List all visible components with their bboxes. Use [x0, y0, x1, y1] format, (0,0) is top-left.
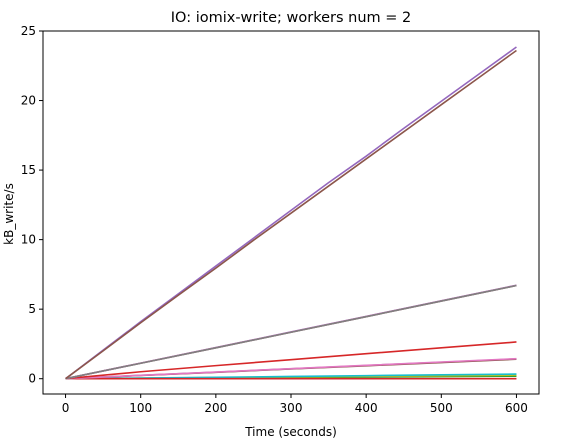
- series-line-14: [65, 49, 517, 380]
- y-axis: 0 5 10 15 20 25: [21, 24, 43, 386]
- y-tick-label: 20: [21, 94, 36, 108]
- plot-frame: [42, 30, 540, 395]
- y-axis-title: kB_write/s: [2, 183, 16, 245]
- x-tick-label: 600: [505, 401, 528, 415]
- series-line-8: [65, 341, 517, 380]
- chart-title: IO: iomix-write; workers num = 2: [171, 10, 411, 26]
- y-tick-label: 5: [28, 302, 36, 316]
- y-tick-label: 25: [21, 24, 36, 38]
- y-tick-label: 0: [28, 372, 36, 386]
- x-tick-label: 500: [430, 401, 453, 415]
- plot-area: [65, 46, 517, 380]
- series-line-13: [65, 46, 517, 380]
- x-tick-label: 200: [204, 401, 227, 415]
- series-line-7: [65, 357, 517, 380]
- x-tick-label: 100: [129, 401, 152, 415]
- y-tick-label: 15: [21, 163, 36, 177]
- y-tick-label: 10: [21, 233, 36, 247]
- x-axis: 0 100 200 300 400 500 600: [62, 394, 528, 415]
- x-tick-label: 0: [62, 401, 70, 415]
- x-axis-title: Time (seconds): [244, 425, 337, 439]
- x-tick-label: 400: [355, 401, 378, 415]
- series-line-12: [65, 284, 517, 380]
- x-tick-label: 300: [280, 401, 303, 415]
